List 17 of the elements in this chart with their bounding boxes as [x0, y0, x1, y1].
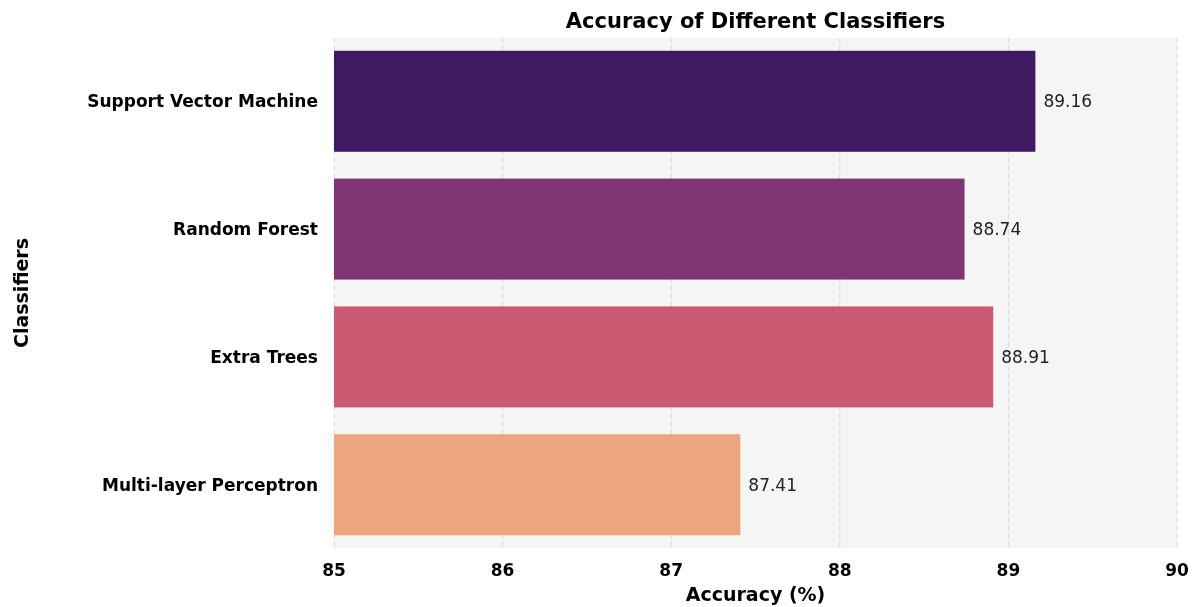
data-label: 89.16: [1043, 91, 1093, 112]
y-tick-label: Multi-layer Perceptron: [102, 474, 318, 495]
x-tick-label: 87: [659, 560, 684, 580]
data-label: 88.74: [972, 219, 1022, 240]
y-tick-label: Random Forest: [173, 219, 318, 240]
data-label: 87.41: [748, 474, 797, 495]
x-tick-label: 85: [322, 560, 346, 580]
x-tick-label: 89: [996, 560, 1021, 580]
x-tick-label: 90: [1165, 560, 1189, 580]
y-axis-title: Classifiers: [10, 237, 32, 349]
x-tick-label: 86: [490, 560, 515, 580]
x-axis-title: Accuracy (%): [685, 583, 826, 605]
data-label: 88.91: [1001, 346, 1050, 367]
y-tick-label: Extra Trees: [210, 346, 318, 367]
y-tick-label: Support Vector Machine: [87, 91, 318, 112]
chart-title: Accuracy of Different Classifiers: [565, 9, 946, 33]
x-tick-label: 88: [827, 560, 852, 580]
